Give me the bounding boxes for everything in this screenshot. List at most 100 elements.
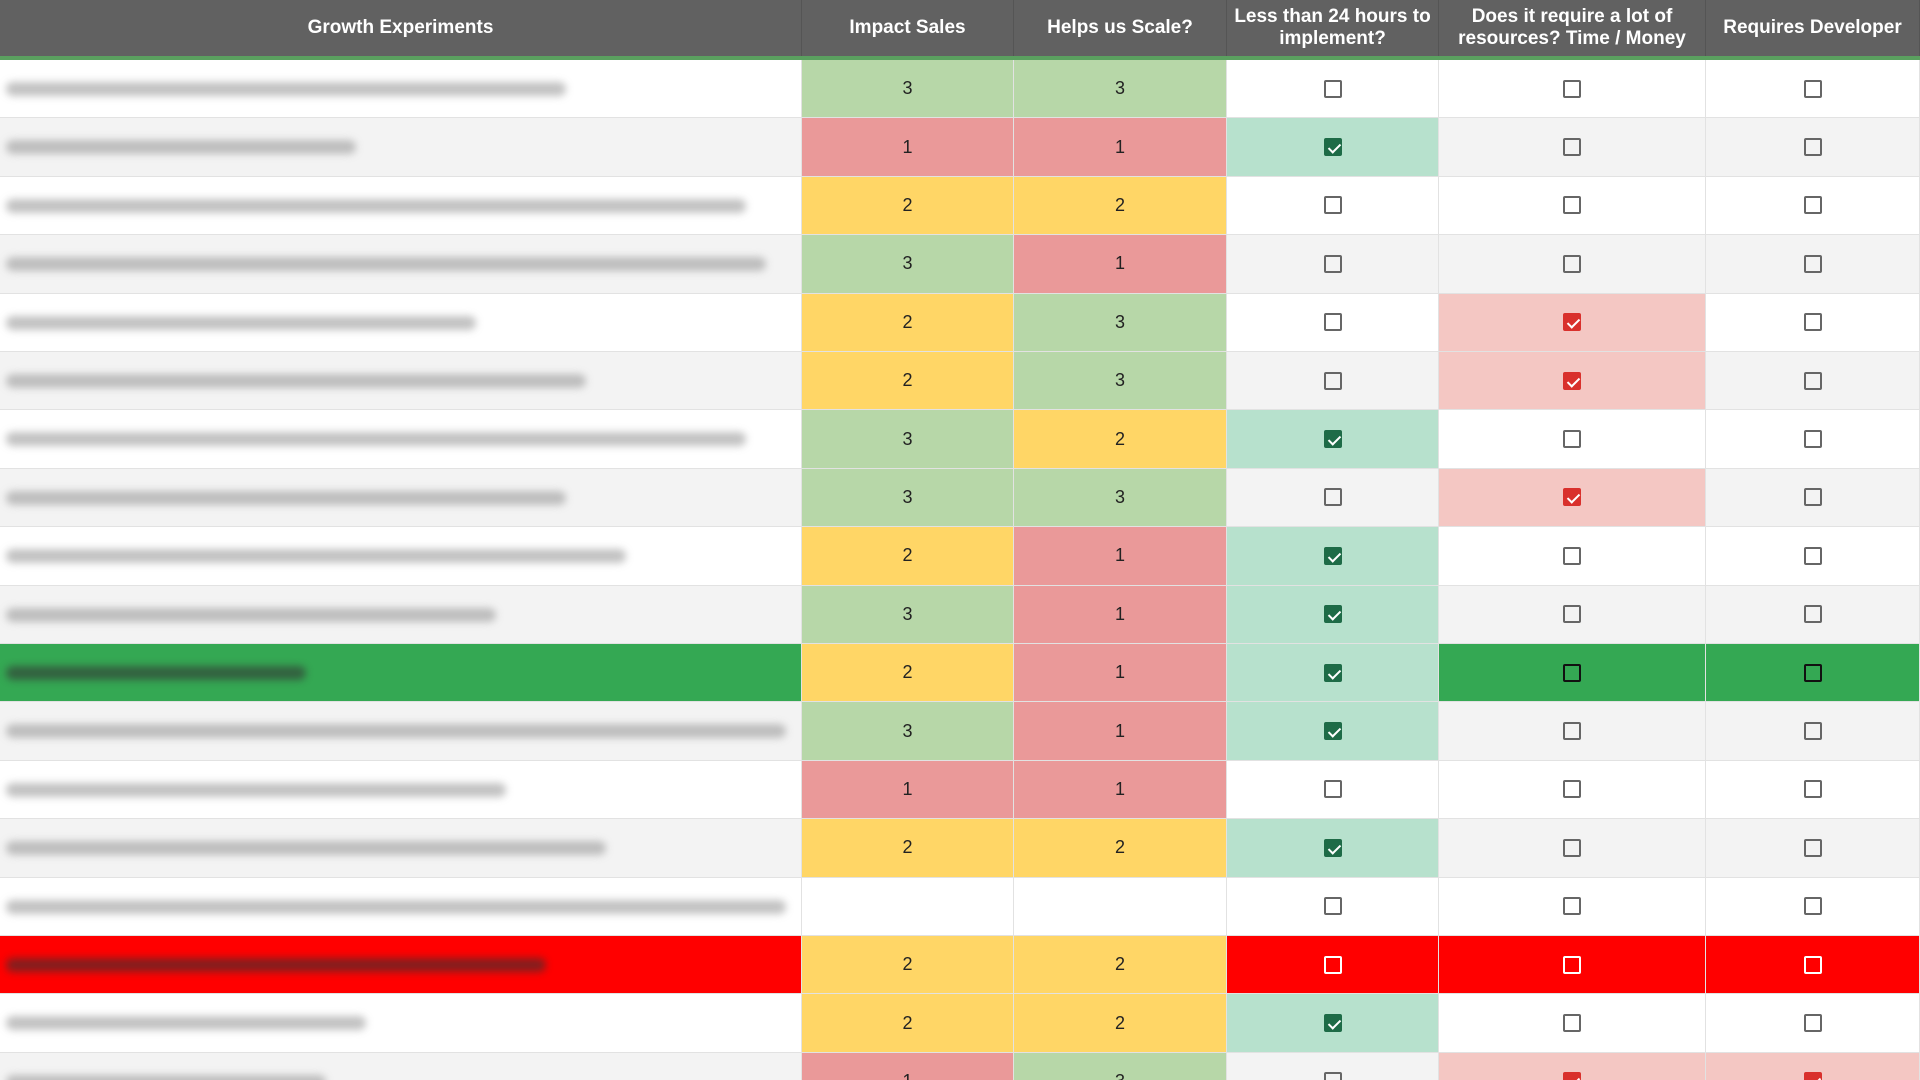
blurred-text [6,666,306,680]
checkbox[interactable] [1563,371,1581,390]
checkbox[interactable] [1803,663,1822,682]
checkbox-cell [1439,936,1706,995]
checkbox[interactable] [1563,313,1581,332]
checkbox-cell [1227,936,1439,995]
checkbox-cell [1227,235,1439,294]
experiment-name-cell [0,352,802,411]
checkbox[interactable] [1563,897,1581,916]
checkbox-cell [1706,293,1920,352]
checkbox[interactable] [1323,546,1342,565]
checkbox[interactable] [1803,371,1822,390]
checkbox[interactable] [1323,254,1342,273]
header-border [0,56,1920,60]
checkbox[interactable] [1563,663,1581,682]
checkbox[interactable] [1803,430,1822,449]
checkbox[interactable] [1803,955,1822,974]
checkbox[interactable] [1563,138,1581,157]
checkbox[interactable] [1803,838,1822,857]
checkbox[interactable] [1563,780,1581,799]
blurred-text [6,198,746,213]
checkbox[interactable] [1803,313,1822,332]
checkbox-cell [1227,527,1439,586]
checkbox[interactable] [1323,605,1342,624]
checkbox-cell [1706,877,1920,936]
checkbox-cell [1227,293,1439,352]
checkbox[interactable] [1323,488,1342,507]
checkbox-cell [1227,585,1439,644]
checkbox[interactable] [1323,955,1342,974]
blurred-text [6,140,356,155]
checkbox[interactable] [1323,1072,1342,1080]
scale-score: 2 [1014,936,1227,995]
checkbox[interactable] [1803,254,1822,273]
checkbox[interactable] [1563,430,1581,449]
blurred-text [6,958,546,972]
checkbox-cell [1706,819,1920,878]
checkbox[interactable] [1803,546,1822,565]
checkbox[interactable] [1803,605,1822,624]
checkbox[interactable] [1563,955,1581,974]
checkbox[interactable] [1323,722,1342,741]
checkbox[interactable] [1323,79,1342,98]
column-header: Growth Experiments [0,0,802,56]
impact-score: 2 [802,527,1014,586]
blurred-text [6,782,506,797]
checkbox[interactable] [1803,1072,1822,1080]
impact-score [802,877,1014,936]
checkbox[interactable] [1803,79,1822,98]
column-header: Helps us Scale? [1014,0,1227,56]
checkbox[interactable] [1803,722,1822,741]
checkbox[interactable] [1563,605,1581,624]
checkbox[interactable] [1323,313,1342,332]
checkbox[interactable] [1323,196,1342,215]
checkbox[interactable] [1323,780,1342,799]
checkbox[interactable] [1323,371,1342,390]
checkbox[interactable] [1563,196,1581,215]
checkbox[interactable] [1323,1014,1342,1033]
checkbox[interactable] [1803,138,1822,157]
impact-score: 2 [802,936,1014,995]
checkbox[interactable] [1323,138,1342,157]
checkbox[interactable] [1803,897,1822,916]
scale-score: 1 [1014,118,1227,177]
checkbox[interactable] [1563,79,1581,98]
checkbox[interactable] [1563,1014,1581,1033]
checkbox-cell [1439,760,1706,820]
impact-score: 2 [802,293,1014,352]
scale-score: 1 [1014,527,1227,586]
checkbox[interactable] [1803,1014,1822,1033]
impact-score: 3 [802,235,1014,294]
checkbox[interactable] [1563,488,1581,507]
checkbox-cell [1706,994,1920,1053]
scale-score: 2 [1014,994,1227,1053]
checkbox-cell [1439,410,1706,469]
checkbox-cell [1227,644,1439,703]
checkbox[interactable] [1803,196,1822,215]
checkbox[interactable] [1563,1072,1581,1080]
checkbox[interactable] [1323,838,1342,857]
impact-score: 2 [802,352,1014,411]
checkbox[interactable] [1323,663,1342,682]
checkbox[interactable] [1323,430,1342,449]
blurred-text [6,490,566,505]
blurred-text [6,374,586,388]
checkbox[interactable] [1563,838,1581,857]
blurred-text [6,841,606,856]
experiment-name-cell [0,468,802,528]
checkbox[interactable] [1563,546,1581,565]
blurred-text [6,549,626,564]
blurred-text [6,82,566,96]
checkbox[interactable] [1803,488,1822,507]
checkbox[interactable] [1803,780,1822,799]
checkbox[interactable] [1563,254,1581,273]
checkbox-cell [1227,118,1439,177]
checkbox[interactable] [1323,897,1342,916]
checkbox[interactable] [1563,722,1581,741]
checkbox-cell [1706,1052,1920,1080]
scale-score: 2 [1014,410,1227,469]
checkbox-cell [1439,60,1706,119]
checkbox-cell [1227,994,1439,1053]
checkbox-cell [1227,760,1439,820]
checkbox-cell [1439,877,1706,936]
